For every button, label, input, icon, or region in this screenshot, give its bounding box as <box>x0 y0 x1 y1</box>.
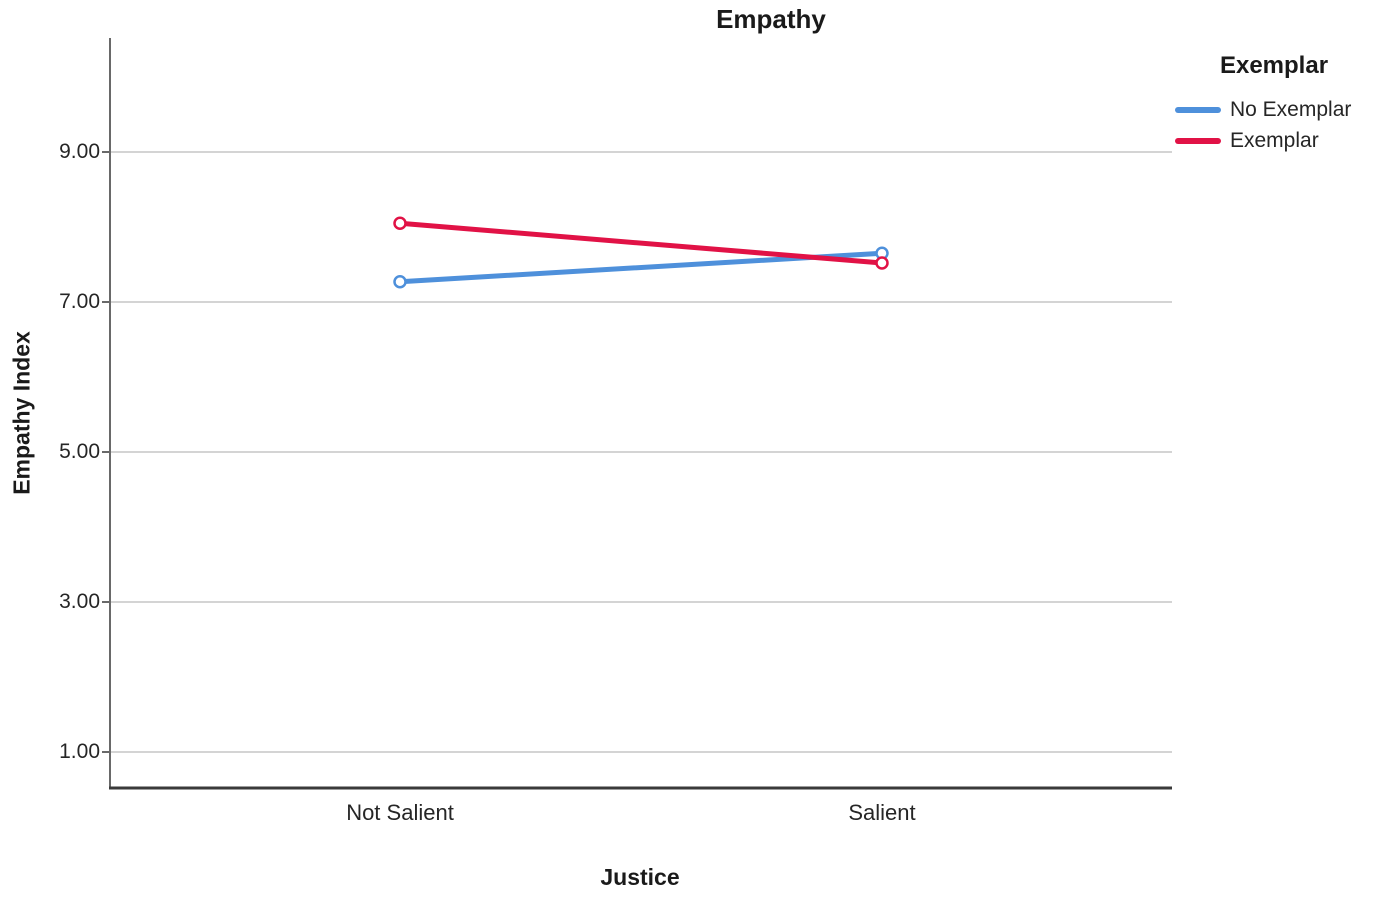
chart-title: Empathy <box>716 4 826 34</box>
y-tick-label: 7.00 <box>59 290 100 313</box>
legend-swatch-icon <box>1175 106 1221 113</box>
legend-item: Exemplar <box>1172 125 1376 156</box>
data-point-marker <box>393 216 407 230</box>
legend-swatch-icon <box>1175 137 1221 144</box>
y-tick-label: 3.00 <box>59 590 100 613</box>
legend-item: No Exemplar <box>1172 94 1376 125</box>
data-point-marker <box>875 256 889 270</box>
y-tick-label: 9.00 <box>59 140 100 163</box>
y-axis-title: Empathy Index <box>8 331 35 495</box>
x-category-label: Salient <box>848 800 916 825</box>
legend-items: No Exemplar Exemplar <box>1172 94 1376 156</box>
x-category-label: Not Salient <box>346 800 454 825</box>
series-line-exemplar <box>397 220 885 266</box>
x-axis-title: Justice <box>600 864 680 890</box>
legend-item-label: No Exemplar <box>1230 97 1352 121</box>
y-tick-label: 5.00 <box>59 440 100 463</box>
y-tick-label: 1.00 <box>59 740 100 763</box>
legend-item-label: Exemplar <box>1230 128 1319 152</box>
legend: Exemplar No Exemplar Exemplar <box>1172 52 1376 156</box>
data-point-marker <box>393 275 407 289</box>
legend-title: Exemplar <box>1219 52 1329 79</box>
